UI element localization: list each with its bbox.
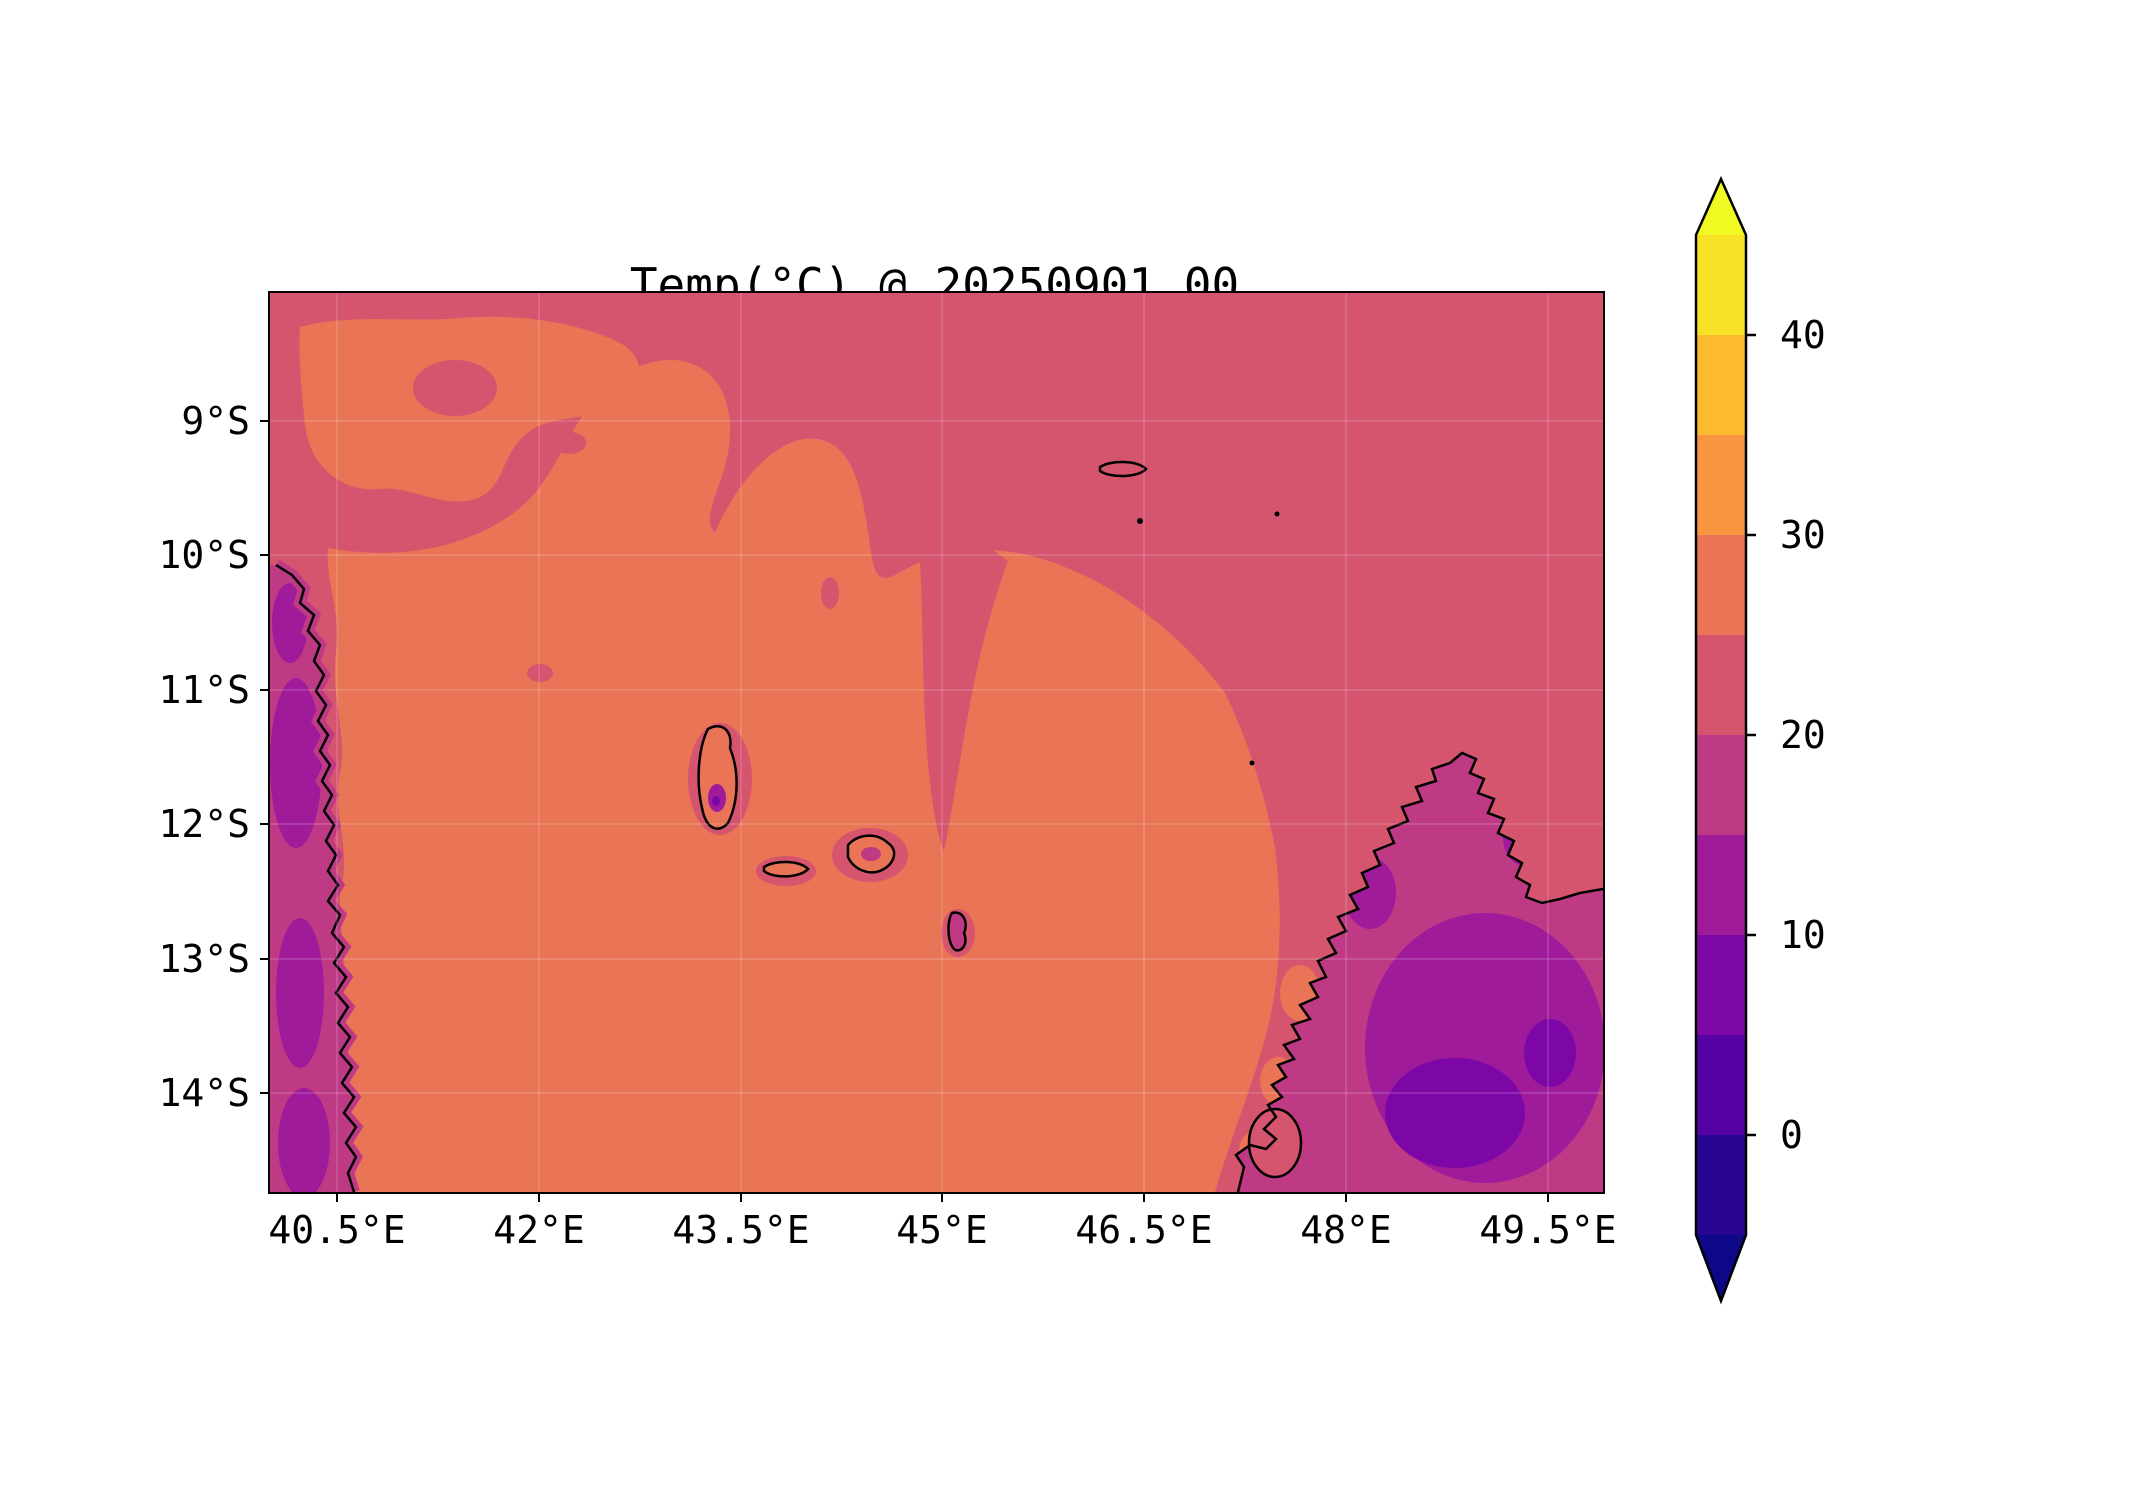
island-4-body [947, 911, 967, 952]
cb-tick-label-0: 0 [1780, 1113, 1803, 1157]
y-axis-tick-4 [260, 823, 270, 825]
colorbar: 40 30 20 10 0 [1688, 175, 1918, 1305]
y-tick-label-14s: 14°S [158, 1071, 250, 1115]
islet-dot-3 [1249, 760, 1255, 766]
y-tick-label-9s: 9°S [181, 398, 250, 443]
x-axis-tick-2 [537, 1192, 540, 1202]
coastal-lagoon-outline [1247, 1107, 1303, 1179]
x-tick-label-45e: 45°E [896, 1208, 988, 1252]
y-tick-label-10s: 10°S [158, 533, 250, 577]
x-tick-label-40-5e: 40.5°E [268, 1208, 406, 1252]
x-axis-tick-6 [1344, 1192, 1347, 1202]
y-axis-tick-5 [260, 957, 270, 960]
west-land-cool-patch-2 [270, 678, 322, 848]
cb-tick-label-30: 30 [1780, 513, 1826, 557]
cb-band-5-10 [1696, 935, 1746, 1035]
y-tick-label-11s: 11°S [158, 667, 250, 712]
cb-tick-label-40: 40 [1780, 313, 1826, 357]
se-land-cold-core-1 [1385, 1058, 1525, 1168]
y-axis-tick-3 [260, 688, 270, 691]
y-axis-tick-6 [260, 1092, 270, 1094]
colorbar-svg [1694, 175, 1756, 1305]
x-tick-label-42e: 42°E [493, 1208, 585, 1252]
x-axis-tick-7 [1547, 1192, 1549, 1202]
cb-band-15-20 [1696, 735, 1746, 835]
island-2-body [762, 860, 810, 878]
x-axis-tick-5 [1142, 1192, 1145, 1202]
colorbar-tick-marks [1746, 333, 1756, 1137]
x-axis-tick-1 [335, 1192, 338, 1202]
southeast-landmass-cool-interior [1344, 810, 1603, 1183]
y-tick-label-12s: 12°S [158, 802, 250, 846]
cb-tick-label-10: 10 [1780, 913, 1826, 957]
y-tick-label-13s: 13°S [158, 936, 250, 981]
west-land-cool-patch-3 [276, 918, 324, 1068]
y-axis-tick-2 [260, 554, 270, 556]
cool-pocket-4 [821, 577, 839, 609]
island-3-cool-center [861, 847, 881, 861]
cool-wedge-region [918, 530, 1008, 851]
atoll-outline-north [1098, 460, 1148, 478]
west-coastline [275, 563, 358, 1192]
se-land-cold-core-2 [1524, 1019, 1576, 1087]
cool-pocket-1 [413, 360, 497, 416]
colorbar-extend-over-arrow [1696, 179, 1746, 235]
x-tick-label-43-5e: 43.5°E [672, 1208, 810, 1252]
warm-water-main-region [327, 359, 1280, 1192]
map-plot-area: 40.5°E 42°E 43.5°E 45°E 46.5°E 48°E 49.5… [158, 291, 1617, 1252]
graticule-gridlines [270, 293, 1603, 1192]
southeast-coastline [1234, 751, 1603, 1192]
islet-dot-2 [1274, 511, 1280, 517]
west-land-cool-patch-4 [278, 1088, 330, 1192]
x-tick-label-49-5e: 49.5°E [1479, 1208, 1617, 1252]
x-tick-label-46-5e: 46.5°E [1075, 1208, 1213, 1252]
colorbar-outline [1694, 175, 1748, 1305]
cool-pocket-2 [554, 432, 586, 454]
colorbar-extend-under-arrow [1696, 1235, 1746, 1301]
y-axis-tick-1 [260, 419, 270, 422]
cb-tick-label-20: 20 [1780, 713, 1826, 757]
cb-band-m5-0 [1696, 1135, 1746, 1235]
x-axis-tick-4 [941, 1192, 943, 1202]
cb-band-20-25 [1696, 635, 1746, 735]
cb-band-40-45 [1696, 235, 1746, 335]
island-1-body [697, 724, 738, 830]
cb-band-10-15 [1696, 835, 1746, 935]
x-axis-tick-3 [740, 1192, 742, 1202]
cb-band-25-30 [1696, 535, 1746, 635]
island-1-cold-spot [712, 796, 720, 806]
cb-band-35-40 [1696, 335, 1746, 435]
x-tick-label-48e: 48°E [1300, 1208, 1392, 1252]
cb-band-0-5 [1696, 1035, 1746, 1135]
islet-dot-1 [1137, 518, 1143, 524]
cb-band-30-35 [1696, 435, 1746, 535]
cool-pocket-3 [527, 664, 553, 682]
contour-map-svg [270, 293, 1603, 1192]
